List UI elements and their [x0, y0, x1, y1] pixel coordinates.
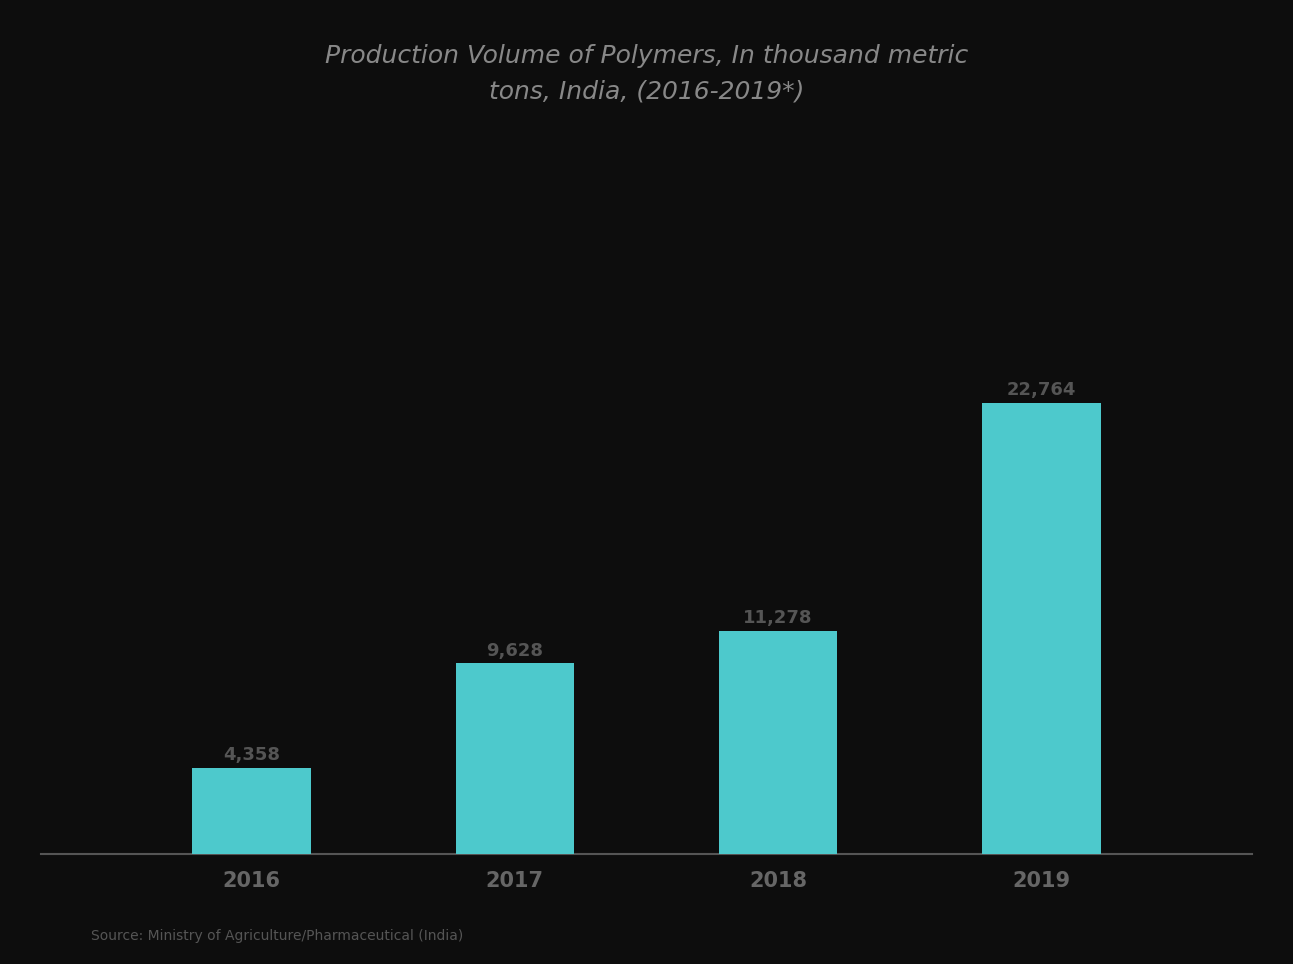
Text: Source: Ministry of Agriculture/Pharmaceutical (India): Source: Ministry of Agriculture/Pharmace…: [91, 929, 463, 943]
Text: 11,278: 11,278: [743, 609, 813, 627]
Text: 9,628: 9,628: [486, 642, 543, 659]
Bar: [193, 768, 310, 854]
Bar: [455, 663, 574, 854]
Bar: [983, 403, 1100, 854]
Title: Production Volume of Polymers, In thousand metric
tons, India, (2016-2019*): Production Volume of Polymers, In thousa…: [325, 44, 968, 103]
Text: 22,764: 22,764: [1007, 381, 1076, 399]
Text: 4,358: 4,358: [222, 746, 281, 764]
Bar: [719, 630, 838, 854]
